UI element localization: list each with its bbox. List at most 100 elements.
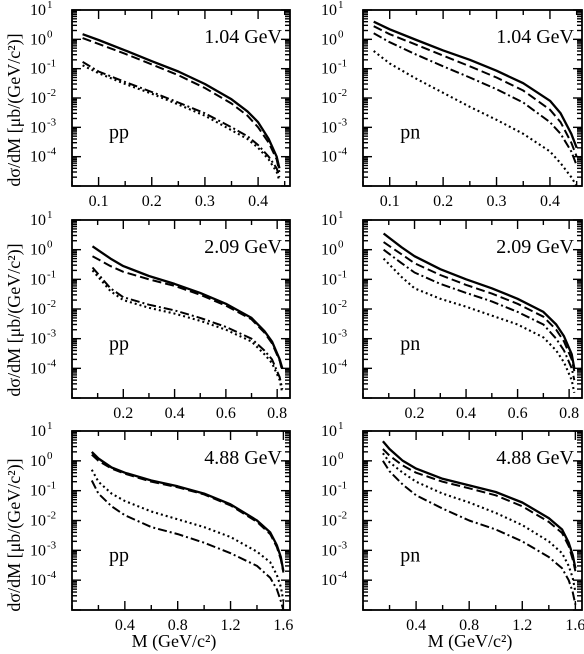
panel-1-xtick-label: 0.1 [89, 193, 109, 210]
panel-6-ytick-label: 10 [321, 542, 337, 559]
panel-4-xtick-label: 0.2 [405, 405, 425, 422]
panel-5-ytick-exponent: -4 [47, 569, 57, 581]
panel-2-ytick-exponent: -4 [338, 146, 348, 158]
panel-3-ytick-label: 10 [30, 301, 46, 318]
panel-4-ytick-exponent: -4 [338, 357, 348, 369]
panel-5-ytick-label: 10 [30, 423, 46, 440]
panel-2-reaction-label: pn [400, 121, 420, 143]
panel-2-curves [373, 20, 578, 186]
panel-1-ytick-label: 10 [30, 2, 46, 19]
x-axis-label-right: M (GeV/c²) [428, 631, 513, 652]
panel-2-ytick-exponent: 1 [338, 0, 344, 11]
panel-4-series-solid-line [382, 232, 576, 369]
panel-2-ytick-exponent: 0 [338, 28, 344, 40]
panel-6-ytick-exponent: -1 [338, 480, 347, 492]
panel-3-series-dashdot-line [91, 266, 284, 390]
panel-4-curves [382, 232, 576, 394]
panel-4-ytick-label: 10 [321, 212, 337, 229]
panel-4-series-dashdot-line [383, 248, 576, 381]
panel-5-xtick-label: 0.4 [115, 617, 135, 634]
panel-5-ytick-exponent: -2 [47, 510, 56, 522]
panel-6-xtick-label: 0.4 [406, 617, 426, 634]
panel-2-ytick-label: 10 [321, 149, 337, 166]
panel-4-ytick-exponent: 1 [338, 209, 344, 221]
panel-6-ytick-label: 10 [321, 483, 337, 500]
panel-3-ytick-exponent: -3 [47, 328, 57, 340]
panel-1-series-solid-line [82, 33, 281, 169]
panel-6-series-solid-line [382, 440, 577, 569]
panel-6-curves [382, 440, 577, 605]
panel-2-series-dashed-line [373, 25, 578, 158]
panel-6-series-dotted-line [382, 452, 577, 593]
panel-3-series-dotted-line [91, 269, 284, 394]
panel-1-ytick-exponent: -2 [47, 87, 56, 99]
panel-3-ytick-label: 10 [30, 331, 46, 348]
panel-3-xtick-label: 0.8 [267, 405, 287, 422]
panel-2-xtick-label: 0.3 [487, 193, 507, 210]
panel-1-ytick-label: 10 [30, 61, 46, 78]
panel-4-ytick-exponent: -3 [338, 328, 348, 340]
panel-5-ytick-label: 10 [30, 453, 46, 470]
panel-4-energy-label: 2.09 GeV [496, 236, 574, 258]
panel-1-ytick-exponent: -1 [47, 58, 56, 70]
panel-4-xtick-label: 0.6 [508, 405, 528, 422]
panel-1-ytick-exponent: 0 [47, 28, 53, 40]
panel-2-ytick-exponent: -2 [338, 87, 347, 99]
panel-5-curves [90, 451, 285, 610]
panel-2-energy-label: 1.04 GeV [496, 26, 574, 48]
panel-4-ytick-label: 10 [321, 360, 337, 377]
panel-4-ytick-exponent: -2 [338, 298, 347, 310]
panel-1-reaction-label: pp [109, 121, 129, 143]
panel-6-series-dashdot-line [382, 460, 577, 605]
panel-5-ytick-exponent: -1 [47, 480, 56, 492]
panel-1-series-dashdot-line [82, 61, 281, 178]
panel-6-ytick-exponent: 1 [338, 420, 344, 432]
panel-3-curves [91, 245, 284, 394]
panel-6-series-dashed-line [382, 448, 577, 572]
panel-3-xtick-label: 0.6 [216, 405, 236, 422]
panel-2-ytick-exponent: -1 [338, 58, 347, 70]
panel-6-ytick-label: 10 [321, 423, 337, 440]
panel-5-ytick-label: 10 [30, 542, 46, 559]
panel-3-series-dashed-line [92, 255, 284, 372]
panel-5-series-dotted-line [90, 469, 285, 602]
panel-3-ytick-label: 10 [30, 271, 46, 288]
panel-6-ytick-label: 10 [321, 572, 337, 589]
panel-1-ytick-exponent: 1 [47, 0, 53, 11]
panel-2-xtick-label: 0.2 [433, 193, 453, 210]
panel-5-ytick-label: 10 [30, 572, 46, 589]
panel-1-ytick-label: 10 [30, 149, 46, 166]
panel-2-series-solid-line [373, 20, 578, 149]
panel-2-xtick-label: 0.4 [540, 193, 560, 210]
panel-2-ytick-exponent: -3 [338, 116, 348, 128]
panel-2-ytick-label: 10 [321, 61, 337, 78]
panel-4-xtick-label: 0.4 [456, 405, 476, 422]
panel-5-xtick-label: 0.8 [168, 617, 188, 634]
panel-4-ytick-label: 10 [321, 301, 337, 318]
panel-3-xtick-label: 0.4 [165, 405, 185, 422]
panel-5-series-dashdot-line [90, 480, 285, 610]
y-axis-label-row-2: dσ/dM [μb/(GeV/c²)] [4, 243, 25, 396]
panel-2-ytick-label: 10 [321, 2, 337, 19]
panel-1-xtick-label: 0.3 [195, 193, 215, 210]
panel-4-ytick-label: 10 [321, 271, 337, 288]
panel-1-energy-label: 1.04 GeV [204, 26, 282, 48]
panel-5-energy-label: 4.88 GeV [204, 447, 282, 469]
panel-6-ytick-exponent: 0 [338, 450, 344, 462]
panel-1-ytick-exponent: -3 [47, 116, 57, 128]
panel-6-xtick-label: 1.6 [565, 617, 584, 634]
panel-1-xtick-label: 0.4 [248, 193, 268, 210]
panel-2-ytick-label: 10 [321, 90, 337, 107]
panel-6-ytick-exponent: -3 [338, 539, 348, 551]
panel-6-ytick-exponent: -2 [338, 510, 347, 522]
panel-3-ytick-exponent: -2 [47, 298, 56, 310]
panel-6-xtick-label: 1.2 [512, 617, 532, 634]
panel-3-ytick-exponent: -4 [47, 357, 57, 369]
panel-3-ytick-exponent: 1 [47, 209, 53, 221]
